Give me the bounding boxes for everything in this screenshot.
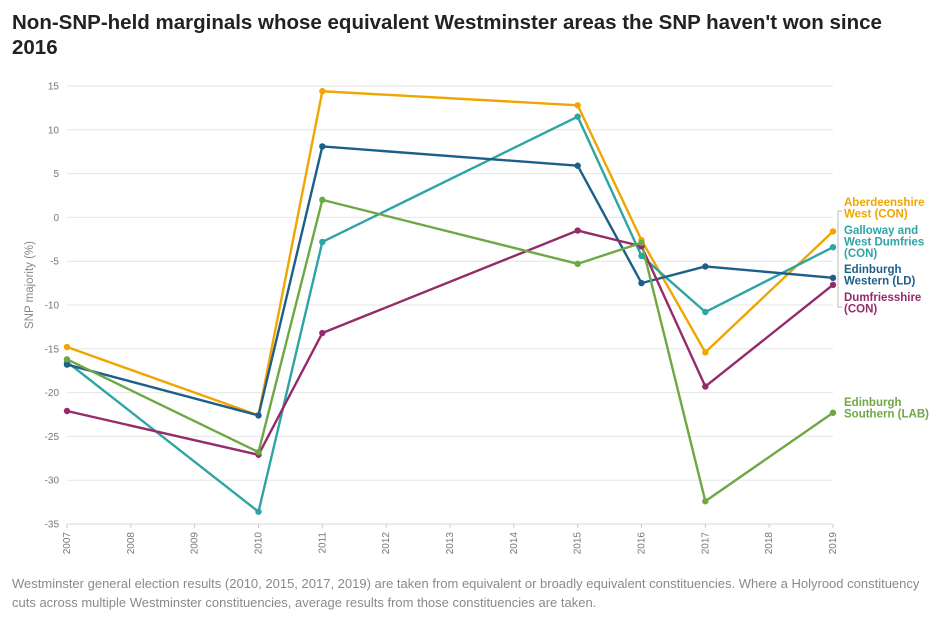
label-bracket [837, 210, 842, 308]
x-tick-label: 2014 [509, 532, 520, 555]
x-tick-label: 2019 [828, 532, 839, 555]
data-point [702, 308, 709, 316]
data-point [63, 356, 71, 363]
data-point [255, 412, 262, 419]
y-tick-label: -10 [45, 301, 60, 312]
x-tick-label: 2008 [126, 532, 137, 555]
data-point [702, 498, 709, 505]
series-line [66, 229, 834, 456]
data-point [319, 238, 326, 246]
data-point [319, 88, 326, 95]
data-point [829, 274, 837, 282]
series-line [66, 198, 834, 503]
data-point [702, 349, 709, 356]
data-point [255, 448, 262, 456]
x-tick-label: 2009 [190, 532, 201, 555]
series-line [66, 90, 834, 417]
y-tick-label: -15 [45, 344, 60, 355]
series-line [66, 115, 834, 513]
y-tick-label: -30 [45, 476, 60, 487]
y-tick-label: -35 [45, 520, 60, 531]
series-label: Dumfriesshire (CON) [844, 292, 921, 316]
series-label: Galloway and West Dumfries (CON) [844, 225, 924, 260]
data-point [319, 196, 326, 204]
data-point [574, 113, 581, 120]
data-point [829, 409, 837, 416]
data-point [255, 508, 262, 515]
y-tick-label: -25 [45, 432, 60, 443]
data-point [829, 228, 837, 235]
x-tick-label: 2017 [700, 532, 711, 555]
data-point [574, 227, 581, 234]
y-tick-label: -5 [50, 257, 59, 268]
x-tick-label: 2018 [764, 532, 775, 555]
series-label: Aberdeenshire West (CON) [844, 197, 925, 221]
data-point [319, 329, 326, 337]
y-tick-label: 5 [53, 169, 59, 180]
x-axis-ticks: 2007 2008 2009 2010 2011 2012 2013 2014 2015 2016… [62, 524, 839, 554]
data-point [63, 407, 71, 415]
footnote: Westminster general election results (20… [12, 576, 920, 610]
data-point [63, 343, 71, 351]
data-point [574, 102, 581, 109]
series-labels: Aberdeenshire West (CON) Galloway and West … [837, 197, 929, 421]
x-tick-label: 2015 [573, 532, 584, 555]
data-point [702, 263, 709, 270]
y-tick-label: 0 [53, 213, 59, 224]
x-tick-label: 2007 [62, 532, 73, 555]
data-point [702, 383, 709, 390]
data-point [638, 279, 645, 287]
x-tick-label: 2016 [637, 532, 648, 555]
data-point [319, 143, 326, 150]
data-point [638, 252, 645, 260]
data-point [829, 243, 837, 251]
y-tick-label: -20 [45, 388, 60, 399]
series-label: Edinburgh Southern (LAB) [844, 397, 929, 421]
y-tick-label: 10 [48, 125, 60, 136]
series-points [63, 88, 837, 515]
data-point [574, 162, 581, 169]
data-point [574, 260, 581, 268]
series-lines [66, 90, 834, 513]
chart-title: Non-SNP-held marginals whose equivalent … [12, 11, 882, 59]
x-tick-label: 2012 [381, 532, 392, 555]
data-point [638, 239, 645, 247]
x-tick-label: 2013 [445, 532, 456, 555]
y-axis-ticks: 15 10 5 0 -5 -10 -15 -20 -25 -30 -35 [45, 82, 60, 531]
y-axis-label: SNP majority (%) [24, 241, 36, 329]
data-point [829, 281, 837, 289]
x-tick-label: 2010 [254, 532, 265, 555]
x-tick-label: 2011 [317, 532, 328, 554]
data-point [63, 361, 71, 368]
series-label: Edinburgh Western (LD) [844, 264, 916, 288]
y-tick-label: 15 [48, 82, 60, 93]
